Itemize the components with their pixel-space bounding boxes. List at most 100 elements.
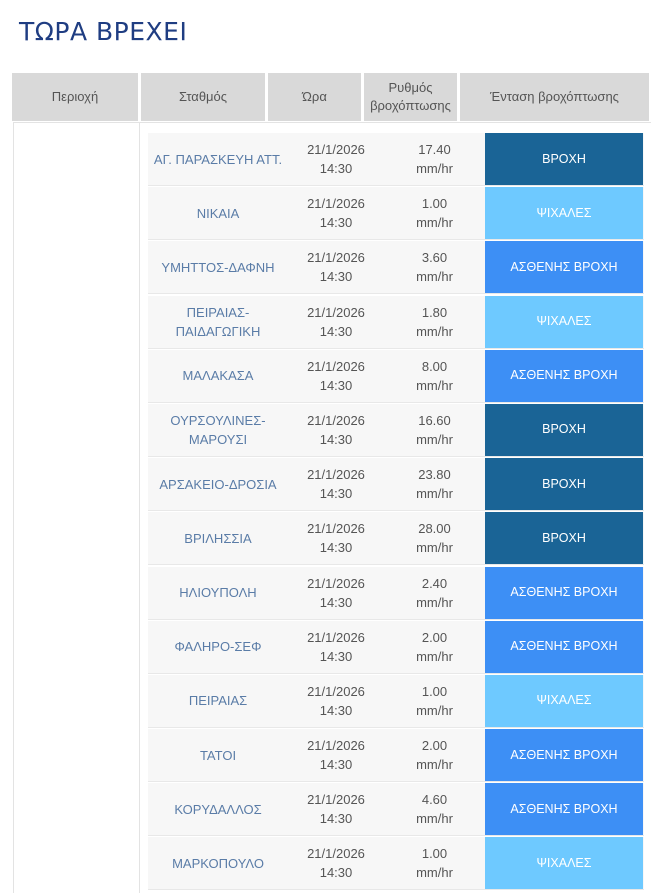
header-region[interactable]: Περιοχή [12,73,138,121]
rate-unit: mm/hr [416,161,453,176]
rate-unit: mm/hr [416,215,453,231]
station-name[interactable]: ΠΕΙΡΑΙΑΣ-ΠΑΙΔΑΓΩΓΙΚΗ [175,304,261,339]
rate-cell: 3.60 mm/hr [384,241,485,293]
hour-value: 14:30 [319,486,353,502]
intensity-badge: ΒΡΟΧΗ [485,133,643,185]
rate-value: 1.00 [421,196,448,212]
station-name[interactable]: ΒΡΙΛΗΣΣΙΑ [184,530,252,546]
hour-value: 14:30 [319,540,353,556]
station-name[interactable]: ΝΙΚΑΙΑ [196,205,240,221]
rate-value: 1.80 [421,304,448,320]
date-value: 21/1/2026 [307,304,365,320]
station-name[interactable]: ΤΑΤΟΙ [199,747,237,763]
table-header: Περιοχή Σταθμός Ώρα Ρυθμός βροχόπτωσης Έ… [12,73,651,122]
station-name[interactable]: ΜΑΛΑΚΑΣΑ [182,368,254,384]
station-name[interactable]: ΥΜΗΤΤΟΣ-ΔΑΦΝΗ [161,259,275,275]
rate-unit: mm/hr [416,811,453,827]
table-row: ΦΑΛΗΡΟ-ΣΕΦ 21/1/2026 14:30 2.00 mm/hr ΑΣΘΕΝΗΣ… [148,620,644,674]
time-cell: 21/1/2026 14:30 [288,187,384,239]
hour-value: 14:30 [319,431,353,447]
intensity-badge: ΒΡΟΧΗ [485,403,643,456]
hour-value: 14:30 [319,215,353,231]
rate-value: 8.00 [421,358,448,374]
header-station[interactable]: Σταθμός [141,73,265,121]
intensity-badge: ΒΡΟΧΗ [485,458,643,511]
rate-unit: mm/hr [416,757,453,773]
intensity-badge: ΑΣΘΕΝΗΣ ΒΡΟΧΗ [485,241,643,294]
rate-value: 23.80 [418,467,451,483]
table-row: ΤΑΤΟΙ 21/1/2026 14:30 2.00 mm/hr ΑΣΘΕΝΗΣ ΒΡΟΧ… [148,729,644,783]
station-name[interactable]: ΑΡΣΑΚΕΙΟ-ΔΡΟΣΙΑ [159,476,277,492]
time-cell: 21/1/2026 14:30 [288,512,384,564]
hour-value: 14:30 [319,811,353,827]
time-cell: 21/1/2026 14:30 [288,458,384,510]
hour-value: 14:30 [319,594,353,610]
intensity-badge: ΒΡΟΧΗ [485,512,643,565]
rate-unit: mm/hr [416,269,453,285]
time-cell: 21/1/2026 14:30 [288,133,384,185]
time-cell: 21/1/2026 14:30 [288,567,384,619]
rate-cell: 2.40 mm/hr [384,567,485,619]
region-cell [13,122,140,893]
rate-cell: 16.60 mm/hr [384,404,485,456]
station-name[interactable]: ΗΛΙΟΥΠΟΛΗ [179,585,257,600]
time-cell: 21/1/2026 14:30 [288,783,384,835]
date-value: 21/1/2026 [307,250,365,266]
page-title: ΤΩΡΑ ΒΡΕΧΕΙ [19,17,188,46]
date-value: 21/1/2026 [307,412,365,428]
table-row: ΠΕΙΡΑΙΑΣ 21/1/2026 14:30 1.00 mm/hr ΨΙΧΑΛΕΣ [148,674,644,728]
rate-cell: 1.00 mm/hr [384,837,485,889]
rate-unit: mm/hr [416,377,453,393]
date-value: 21/1/2026 [307,683,365,699]
rate-unit: mm/hr [416,431,453,447]
rate-unit: mm/hr [416,540,453,556]
station-name[interactable]: ΑΓ. ΠΑΡΑΣΚΕΥΗ ΑΤΤ. [153,151,283,167]
rate-cell: 1.00 mm/hr [384,675,485,727]
table-row: ΜΑΛΑΚΑΣΑ 21/1/2026 14:30 8.00 mm/hr ΑΣΘΕΝΗΣ Β… [148,349,644,403]
table-row: ΜΑΡΚΟΠΟΥΛΟ 21/1/2026 14:30 1.00 mm/hr ΨΙΧΑΛΕΣ [148,837,644,891]
hour-value: 14:30 [319,377,353,393]
hour-value: 14:30 [319,161,353,176]
intensity-badge: ΑΣΘΕΝΗΣ ΒΡΟΧΗ [485,729,643,782]
intensity-badge: ΑΣΘΕΝΗΣ ΒΡΟΧΗ [485,783,643,836]
time-cell: 21/1/2026 14:30 [288,621,384,673]
rate-value: 1.00 [421,683,448,699]
header-rate[interactable]: Ρυθμός βροχόπτωσης [364,73,457,121]
rate-value: 2.00 [421,738,448,754]
table-row: ΒΡΙΛΗΣΣΙΑ 21/1/2026 14:30 28.00 mm/hr ΒΡΟΧΗ [148,512,644,566]
table-row: ΑΡΣΑΚΕΙΟ-ΔΡΟΣΙΑ 21/1/2026 14:30 23.80 mm/hr Β… [148,458,644,512]
hour-value: 14:30 [319,702,353,718]
date-value: 21/1/2026 [307,575,365,591]
time-cell: 21/1/2026 14:30 [288,675,384,727]
rate-unit: mm/hr [416,648,453,664]
rate-value: 3.60 [421,250,448,266]
table-row: ΗΛΙΟΥΠΟΛΗ 21/1/2026 14:30 2.40 mm/hr ΑΣΘΕΝΗΣ … [148,566,644,620]
rate-cell: 17.40 mm/hr [384,133,485,185]
station-name[interactable]: ΠΕΙΡΑΙΑΣ [188,693,248,709]
date-value: 21/1/2026 [307,846,365,862]
rate-unit: mm/hr [416,865,453,881]
rate-cell: 23.80 mm/hr [384,458,485,510]
intensity-badge: ΑΣΘΕΝΗΣ ΒΡΟΧΗ [485,349,643,402]
rate-cell: 1.00 mm/hr [384,187,485,239]
header-time[interactable]: Ώρα [268,73,361,121]
rate-cell: 8.00 mm/hr [384,350,485,402]
station-name[interactable]: ΟΥΡΣΟΥΛΙΝΕΣ-ΜΑΡΟΥΣΙ [170,412,266,447]
rate-value: 2.00 [421,629,448,645]
rate-value: 17.40 [418,142,451,157]
station-name[interactable]: ΚΟΡΥΔΑΛΛΟΣ [174,801,262,817]
rate-unit: mm/hr [416,323,453,339]
header-intensity[interactable]: Ένταση βροχόπτωσης [460,73,649,121]
hour-value: 14:30 [319,865,353,881]
date-value: 21/1/2026 [307,629,365,645]
rate-cell: 2.00 mm/hr [384,729,485,781]
rate-cell: 4.60 mm/hr [384,783,485,835]
rate-value: 4.60 [421,792,448,808]
table-row: ΝΙΚΑΙΑ 21/1/2026 14:30 1.00 mm/hr ΨΙΧΑΛΕΣ [148,187,644,241]
hour-value: 14:30 [319,757,353,773]
rate-unit: mm/hr [416,486,453,502]
intensity-badge: ΨΙΧΑΛΕΣ [485,674,643,727]
station-name[interactable]: ΦΑΛΗΡΟ-ΣΕΦ [174,639,262,655]
station-name[interactable]: ΜΑΡΚΟΠΟΥΛΟ [172,855,264,871]
rate-unit: mm/hr [416,702,453,718]
